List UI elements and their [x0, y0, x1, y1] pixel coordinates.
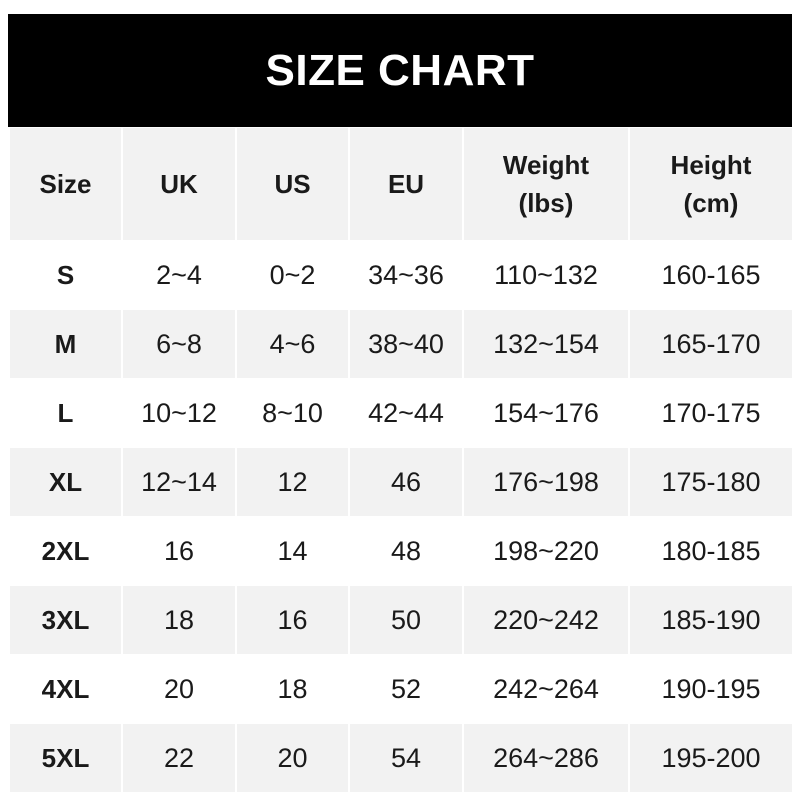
header-label: Size: [39, 169, 92, 199]
cell-size: 5XL: [8, 723, 123, 792]
cell-size: XL: [8, 447, 123, 517]
cell-us: 8~10: [235, 378, 350, 448]
cell-eu: 34~36: [348, 240, 464, 310]
cell-uk: 18: [121, 585, 237, 655]
table-row: S 2~4 0~2 34~36 110~132 160-165: [8, 240, 794, 310]
cell-weight: 154~176: [462, 378, 630, 448]
cell-us: 18: [235, 654, 350, 724]
table-row: L 10~12 8~10 42~44 154~176 170-175: [8, 378, 794, 448]
header-label: Height: [670, 150, 752, 180]
table-row: 4XL 20 18 52 242~264 190-195: [8, 654, 794, 724]
header-row: Size UK US EU Weight (lbs) Height (cm): [8, 128, 794, 241]
cell-eu: 46: [348, 447, 464, 517]
cell-size: 4XL: [8, 654, 123, 724]
header-label: (lbs): [518, 188, 574, 218]
header-height: Height (cm): [628, 128, 794, 241]
cell-size: L: [8, 378, 123, 448]
cell-uk: 10~12: [121, 378, 237, 448]
cell-us: 14: [235, 516, 350, 586]
cell-us: 12: [235, 447, 350, 517]
cell-eu: 38~40: [348, 309, 464, 379]
cell-uk: 16: [121, 516, 237, 586]
cell-uk: 22: [121, 723, 237, 792]
cell-weight: 176~198: [462, 447, 630, 517]
table-row: 3XL 18 16 50 220~242 185-190: [8, 585, 794, 655]
cell-us: 0~2: [235, 240, 350, 310]
cell-us: 4~6: [235, 309, 350, 379]
cell-height: 170-175: [628, 378, 794, 448]
cell-us: 16: [235, 585, 350, 655]
cell-weight: 242~264: [462, 654, 630, 724]
header-uk: UK: [121, 128, 237, 241]
table-row: XL 12~14 12 46 176~198 175-180: [8, 447, 794, 517]
header-label: UK: [160, 169, 198, 199]
cell-height: 165-170: [628, 309, 794, 379]
header-label: EU: [387, 169, 425, 199]
cell-eu: 54: [348, 723, 464, 792]
cell-size: 3XL: [8, 585, 123, 655]
header-weight: Weight (lbs): [462, 128, 630, 241]
table-row: 2XL 16 14 48 198~220 180-185: [8, 516, 794, 586]
table-row: M 6~8 4~6 38~40 132~154 165-170: [8, 309, 794, 379]
cell-weight: 110~132: [462, 240, 630, 310]
chart-title: SIZE CHART: [265, 45, 535, 95]
cell-height: 185-190: [628, 585, 794, 655]
cell-uk: 2~4: [121, 240, 237, 310]
header-label: Weight: [502, 150, 590, 180]
cell-size: M: [8, 309, 123, 379]
cell-height: 195-200: [628, 723, 794, 792]
cell-us: 20: [235, 723, 350, 792]
cell-height: 190-195: [628, 654, 794, 724]
header-size: Size: [8, 128, 123, 241]
cell-height: 175-180: [628, 447, 794, 517]
header-us: US: [235, 128, 350, 241]
cell-weight: 220~242: [462, 585, 630, 655]
header-label: US: [274, 169, 311, 199]
cell-height: 160-165: [628, 240, 794, 310]
cell-size: 2XL: [8, 516, 123, 586]
table-row: 5XL 22 20 54 264~286 195-200: [8, 723, 794, 792]
cell-weight: 198~220: [462, 516, 630, 586]
cell-eu: 48: [348, 516, 464, 586]
cell-weight: 132~154: [462, 309, 630, 379]
cell-uk: 12~14: [121, 447, 237, 517]
cell-uk: 20: [121, 654, 237, 724]
cell-eu: 42~44: [348, 378, 464, 448]
cell-weight: 264~286: [462, 723, 630, 792]
cell-eu: 50: [348, 585, 464, 655]
cell-uk: 6~8: [121, 309, 237, 379]
cell-size: S: [8, 240, 123, 310]
cell-height: 180-185: [628, 516, 794, 586]
size-table: Size UK US EU Weight (lbs) Height (cm) S 2~4 0~2 3…: [8, 128, 794, 792]
header-eu: EU: [348, 128, 464, 241]
header-label: (cm): [683, 188, 739, 218]
title-banner: SIZE CHART: [8, 14, 792, 127]
cell-eu: 52: [348, 654, 464, 724]
